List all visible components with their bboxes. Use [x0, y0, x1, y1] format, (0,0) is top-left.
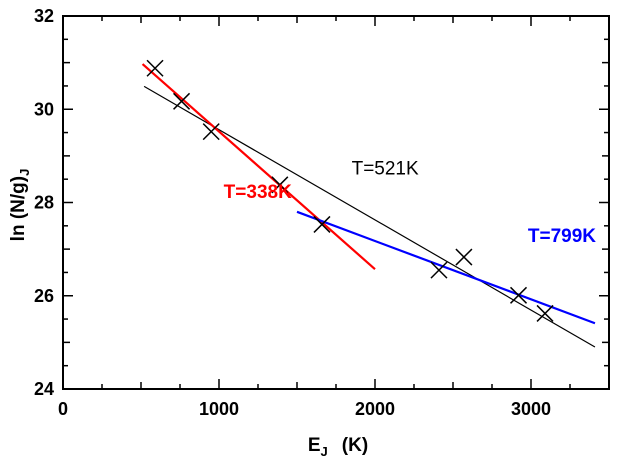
data-point [173, 92, 191, 110]
fit-line-t-338k [141, 63, 376, 270]
fit-lines [141, 63, 596, 348]
data-point [146, 59, 164, 77]
y-axis-label: ln (N/g)J [8, 169, 32, 242]
x-tick-label: 2000 [355, 399, 395, 419]
fit-line-t-799k [296, 210, 596, 325]
x-axis-label: EJ (K) [308, 435, 368, 459]
data-point [313, 215, 331, 233]
data-point-stroke [536, 304, 554, 322]
ticks: 0 1000 2000 3000 24 26 28 30 32 [34, 6, 610, 419]
data-point-stroke [173, 92, 191, 110]
fit-line-t-521k [143, 85, 596, 348]
fit-label-t-338k: T=338K [224, 182, 292, 203]
annotations: T=521K T=338K T=799K [224, 159, 597, 248]
data-point-stroke [455, 248, 473, 266]
data-markers [146, 59, 554, 322]
y-tick-label: 30 [34, 99, 54, 119]
y-tick-label: 24 [34, 379, 54, 399]
data-point-stroke [271, 176, 289, 194]
data-point [509, 286, 528, 304]
x-tick-label: 0 [58, 399, 68, 419]
fit-label-t-521k: T=521K [352, 159, 419, 180]
y-tick-label: 26 [34, 286, 54, 306]
data-point-stroke [202, 123, 220, 141]
data-point-stroke [430, 261, 448, 279]
x-tick-label: 1000 [199, 399, 239, 419]
y-tick-label: 28 [34, 193, 54, 213]
plot-frame [62, 15, 610, 390]
data-point [271, 176, 289, 194]
y-tick-label: 32 [34, 6, 54, 26]
data-point-stroke [146, 59, 164, 77]
data-point [455, 248, 473, 266]
data-point [202, 123, 220, 141]
data-point-stroke [509, 286, 528, 304]
data-point [430, 261, 448, 279]
data-point-stroke [313, 215, 331, 233]
x-tick-label: 3000 [511, 399, 551, 419]
fit-label-t-799k: T=799K [528, 226, 596, 247]
data-point [536, 304, 554, 322]
